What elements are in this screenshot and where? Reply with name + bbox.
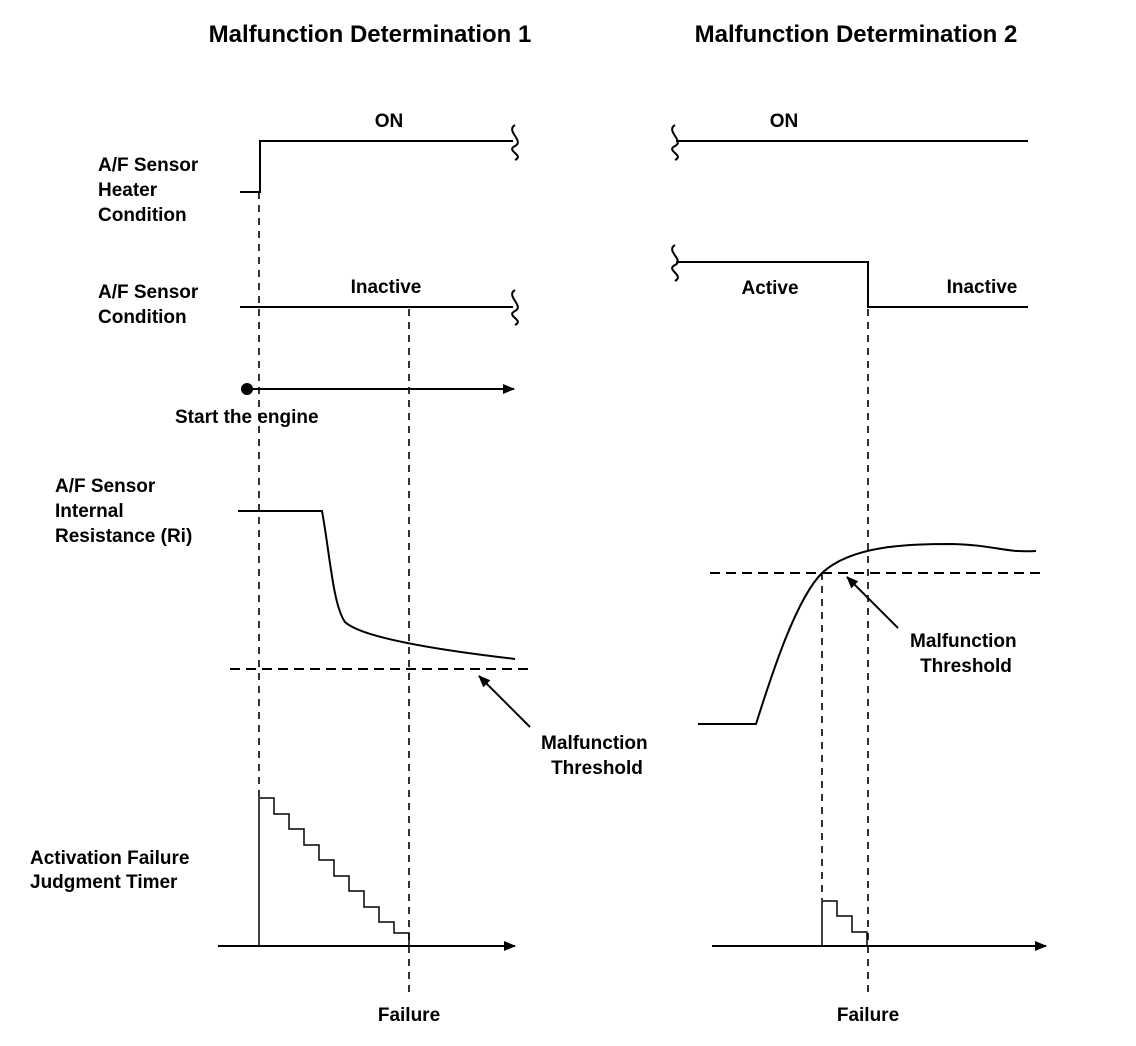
state-inactive-right: Inactive xyxy=(947,277,1018,298)
resistance-curve-left xyxy=(238,510,516,660)
start-engine-label: Start the engine xyxy=(175,407,319,428)
threshold-pointer-left xyxy=(478,675,531,728)
judgment-timer-staircase-left xyxy=(258,797,410,946)
threshold-pointer-right xyxy=(846,576,899,629)
break-mark-heater-left xyxy=(511,124,519,161)
state-active-right: Active xyxy=(741,278,798,299)
break-mark-sensor-right xyxy=(671,244,679,282)
break-mark-heater-right xyxy=(671,124,679,161)
failure-label-left: Failure xyxy=(378,1005,440,1026)
label-judgment-timer: Activation Failure Judgment Timer xyxy=(30,848,195,893)
state-inactive-left: Inactive xyxy=(351,277,422,298)
threshold-label-left: Malfunction Threshold xyxy=(541,733,653,779)
resistance-curve-right xyxy=(698,542,1037,725)
state-heater-on-right: ON xyxy=(770,111,799,132)
heater-signal-left xyxy=(240,140,513,193)
judgment-timer-staircase-right xyxy=(821,900,868,946)
label-internal-resistance: A/F Sensor Internal Resistance (Ri) xyxy=(55,476,192,547)
threshold-label-right: Malfunction Threshold xyxy=(910,631,1022,677)
state-heater-on-left: ON xyxy=(375,111,404,132)
sensor-signal-right xyxy=(676,261,1028,308)
failure-label-right: Failure xyxy=(837,1005,899,1026)
title-left: Malfunction Determination 1 xyxy=(209,21,532,48)
label-sensor-condition: A/F Sensor Condition xyxy=(98,282,204,328)
title-right: Malfunction Determination 2 xyxy=(695,21,1018,48)
break-mark-sensor-left xyxy=(511,289,519,326)
label-heater-condition: A/F Sensor Heater Condition xyxy=(98,155,204,226)
